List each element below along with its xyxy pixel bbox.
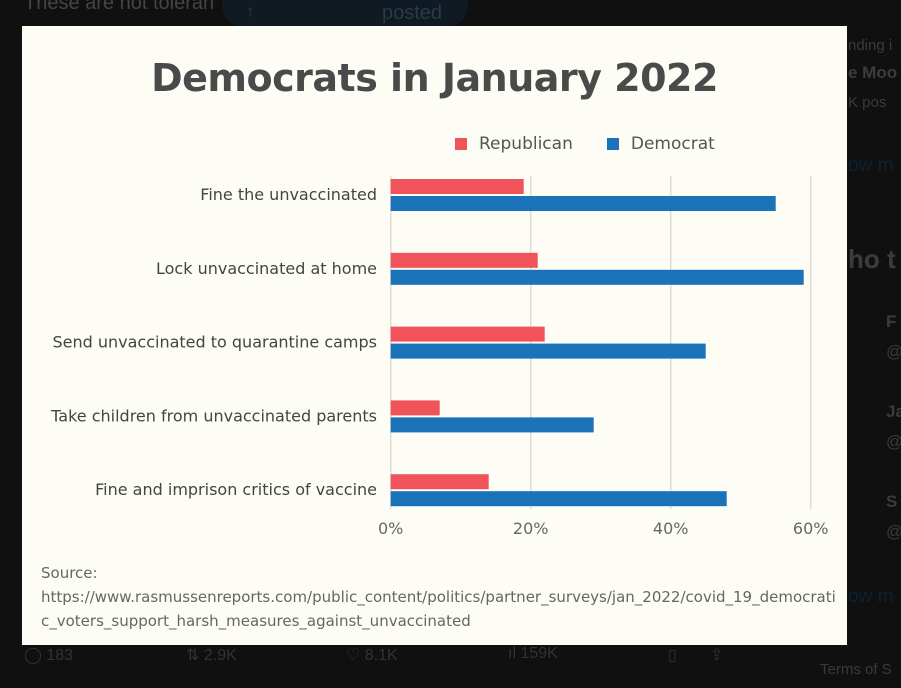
bar-democrat xyxy=(390,491,727,507)
bookmark-button[interactable]: ▯ xyxy=(668,645,677,665)
x-tick-label: 60% xyxy=(793,519,829,538)
trend-name[interactable]: e Moo xyxy=(848,63,898,82)
category-label: Lock unvaccinated at home xyxy=(156,259,377,278)
source-label: Source: xyxy=(41,564,98,582)
share-button[interactable]: ⇪ xyxy=(710,645,723,665)
bar-republican xyxy=(390,400,440,416)
follow-handle-3: @ xyxy=(886,522,901,542)
show-more-link-2[interactable]: ow m xyxy=(848,586,894,607)
trending-text: nding i xyxy=(848,37,893,54)
bar-democrat xyxy=(390,269,804,285)
trend-post-count: K pos xyxy=(848,94,887,111)
heart-icon: ♡ xyxy=(346,647,361,664)
bar-democrat xyxy=(390,196,776,211)
arrow-up-icon: ↑ xyxy=(246,2,255,21)
repost-button[interactable]: ⇅ 2.9K xyxy=(186,645,237,665)
repost-icon: ⇅ xyxy=(186,647,200,664)
bar-chart: 0% 20% 40% 60% Fine the unvaccinated Lock unv… xyxy=(50,176,829,538)
views-icon: ıl xyxy=(508,645,516,662)
repost-count: 2.9K xyxy=(203,647,237,664)
reply-icon: ◯ xyxy=(24,647,42,664)
follow-name-2[interactable]: Ja xyxy=(886,402,901,421)
bar-democrat xyxy=(390,343,706,359)
chart-title: Democrats in January 2022 xyxy=(151,56,718,100)
share-icon: ⇪ xyxy=(710,647,724,664)
source-url: https://www.rasmussenreports.com/public_… xyxy=(41,588,836,630)
follow-name-3[interactable]: S xyxy=(886,492,898,511)
chart-legend: Republican Democrat xyxy=(455,134,715,154)
x-tick-label: 20% xyxy=(513,519,549,538)
category-label: Fine and imprison critics of vaccine xyxy=(95,480,377,499)
reply-button[interactable]: ◯ 183 xyxy=(24,645,73,665)
category-label: Send unvaccinated to quarantine camps xyxy=(52,333,377,352)
follow-handle-1: @ xyxy=(886,342,901,362)
bar-republican xyxy=(390,252,538,268)
legend-label-republican: Republican xyxy=(479,134,573,154)
legend-swatch-republican xyxy=(455,138,467,150)
reply-count: 183 xyxy=(46,647,74,664)
follow-handle-2: @ xyxy=(886,432,901,452)
like-button[interactable]: ♡ 8.1K xyxy=(346,645,398,665)
bar-republican xyxy=(390,179,524,194)
x-tick-label: 40% xyxy=(653,519,689,538)
posted-label: posted xyxy=(382,2,443,24)
bar-republican xyxy=(390,474,489,490)
new-posts-pill[interactable]: ↑ posted xyxy=(222,0,468,26)
bookmark-icon: ▯ xyxy=(668,647,677,664)
bar-democrat xyxy=(390,417,594,433)
show-more-link[interactable]: ow m xyxy=(848,155,894,176)
chart-source: Source: https://www.rasmussenreports.com… xyxy=(41,561,841,633)
chart-card: Democrats in January 2022 Republican Dem… xyxy=(22,26,847,645)
category-label: Take children from unvaccinated parents xyxy=(50,406,377,425)
view-count: 159K xyxy=(520,645,558,662)
x-tick-label: 0% xyxy=(378,519,403,538)
legend-label-democrat: Democrat xyxy=(630,134,715,154)
bar-republican xyxy=(390,326,545,342)
follow-name-1[interactable]: F xyxy=(886,312,897,331)
like-count: 8.1K xyxy=(364,647,398,664)
who-to-follow-heading: ho t xyxy=(848,244,896,274)
views-button[interactable]: ıl 159K xyxy=(508,645,558,663)
category-label: Fine the unvaccinated xyxy=(200,185,377,204)
terms-link[interactable]: Terms of S xyxy=(820,661,892,678)
tweet-text: These are not toleran xyxy=(24,0,215,14)
legend-swatch-democrat xyxy=(606,138,619,150)
